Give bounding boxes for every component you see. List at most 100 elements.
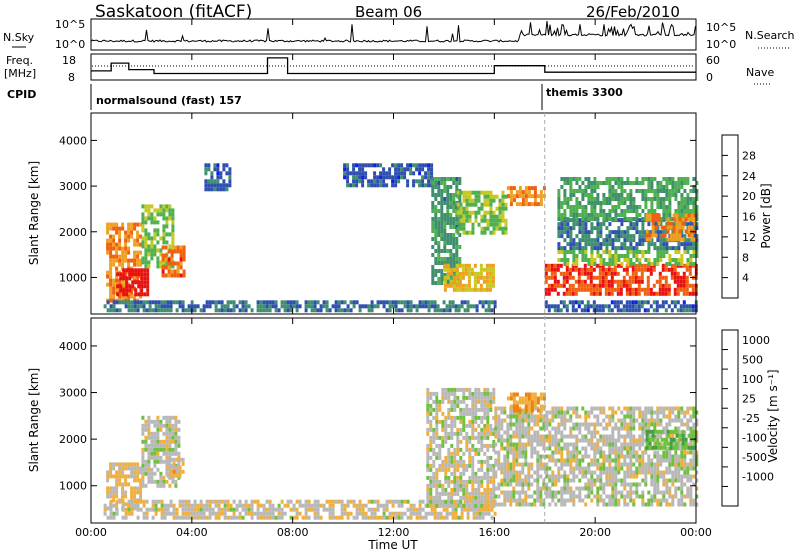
power-cell <box>455 185 459 189</box>
velocity-cell <box>382 507 386 512</box>
velocity-cell <box>524 454 528 459</box>
power-cell <box>367 179 371 184</box>
power-cell <box>631 267 635 272</box>
velocity-cell <box>548 478 552 483</box>
velocity-cell <box>593 434 597 439</box>
power-cell <box>575 205 579 209</box>
power-cell <box>679 287 683 292</box>
velocity-cell <box>477 475 481 480</box>
power-cell <box>449 205 453 209</box>
velocity-cell <box>590 490 594 495</box>
power-cell <box>629 262 633 266</box>
power-cell <box>657 213 661 218</box>
power-cell <box>614 246 618 251</box>
power-cell <box>592 267 596 272</box>
power-cell <box>625 271 629 276</box>
velocity-cell <box>456 427 460 432</box>
power-cell <box>150 248 154 253</box>
velocity-cell <box>614 482 618 487</box>
power-cell <box>539 198 543 203</box>
velocity-cell <box>530 450 534 455</box>
velocity-cell <box>109 470 113 475</box>
power-cell <box>595 263 599 268</box>
velocity-cell <box>569 450 573 455</box>
velocity-cell <box>548 454 552 459</box>
power-cell <box>210 187 214 192</box>
power-cell <box>581 238 585 243</box>
power-cell <box>256 304 260 309</box>
power-cell <box>412 163 416 168</box>
power-cell <box>628 283 632 288</box>
velocity-cell <box>435 415 439 420</box>
velocity-cell <box>632 450 636 455</box>
velocity-cell <box>587 462 591 467</box>
power-cell <box>127 250 131 255</box>
power-cell <box>144 260 148 265</box>
velocity-cell <box>430 507 434 512</box>
power-cell <box>581 234 585 239</box>
power-cell <box>638 218 642 223</box>
power-cell <box>641 222 645 227</box>
velocity-cell <box>614 458 618 463</box>
velocity-cell <box>593 494 597 499</box>
power-cell <box>427 304 431 309</box>
velocity-cell <box>447 451 451 456</box>
velocity-cell <box>653 438 657 443</box>
power-cell <box>614 262 618 266</box>
velocity-cell <box>629 438 633 443</box>
velocity-cell <box>442 503 446 508</box>
power-cell <box>682 308 686 313</box>
power-cell <box>676 308 680 313</box>
power-cell <box>210 179 214 184</box>
power-cell <box>376 183 380 188</box>
velocity-cell <box>426 483 430 488</box>
velocity-cell <box>489 487 493 492</box>
velocity-cell <box>429 403 433 408</box>
velocity-cell <box>462 387 466 392</box>
velocity-cell <box>174 419 178 424</box>
velocity-cell <box>147 463 151 468</box>
velocity-cell <box>382 503 386 508</box>
velocity-cell <box>533 418 537 423</box>
power-cell <box>443 185 447 189</box>
power-cell <box>623 254 627 258</box>
power-cell <box>599 222 603 227</box>
velocity-cell <box>656 418 660 423</box>
velocity-cell <box>530 418 534 423</box>
power-cell <box>431 209 435 213</box>
velocity-cell <box>545 454 549 459</box>
noise-right-tick-bottom: 10^0 <box>706 38 736 51</box>
velocity-cell <box>147 459 151 464</box>
velocity-cell <box>506 494 510 499</box>
velocity-cell <box>424 503 428 508</box>
velocity-cell <box>518 478 522 483</box>
power-cell <box>434 273 438 277</box>
power-cell <box>560 258 564 262</box>
power-cell <box>678 225 682 230</box>
velocity-cell <box>659 462 663 467</box>
power-cell <box>208 300 212 305</box>
power-cell <box>202 308 206 313</box>
velocity-cell <box>492 395 496 400</box>
power-cell <box>643 308 647 313</box>
power-cell <box>641 217 645 221</box>
power-cell <box>695 226 699 231</box>
velocity-cell <box>426 475 430 480</box>
power-cell <box>610 291 614 296</box>
power-cell <box>527 202 531 207</box>
power-cell <box>623 230 627 235</box>
velocity-cell <box>153 463 157 468</box>
velocity-cell <box>262 515 266 520</box>
power-cell <box>662 238 666 243</box>
velocity-cell <box>647 454 651 459</box>
power-cell <box>634 291 638 296</box>
velocity-cell <box>623 442 627 447</box>
velocity-cell <box>492 427 496 432</box>
velocity-cell <box>554 426 558 431</box>
power-cell <box>171 216 175 221</box>
velocity-cell <box>560 406 564 411</box>
power-cell <box>462 190 466 195</box>
velocity-cell <box>563 482 567 487</box>
velocity-cell <box>497 482 501 487</box>
velocity-cell <box>184 511 188 516</box>
